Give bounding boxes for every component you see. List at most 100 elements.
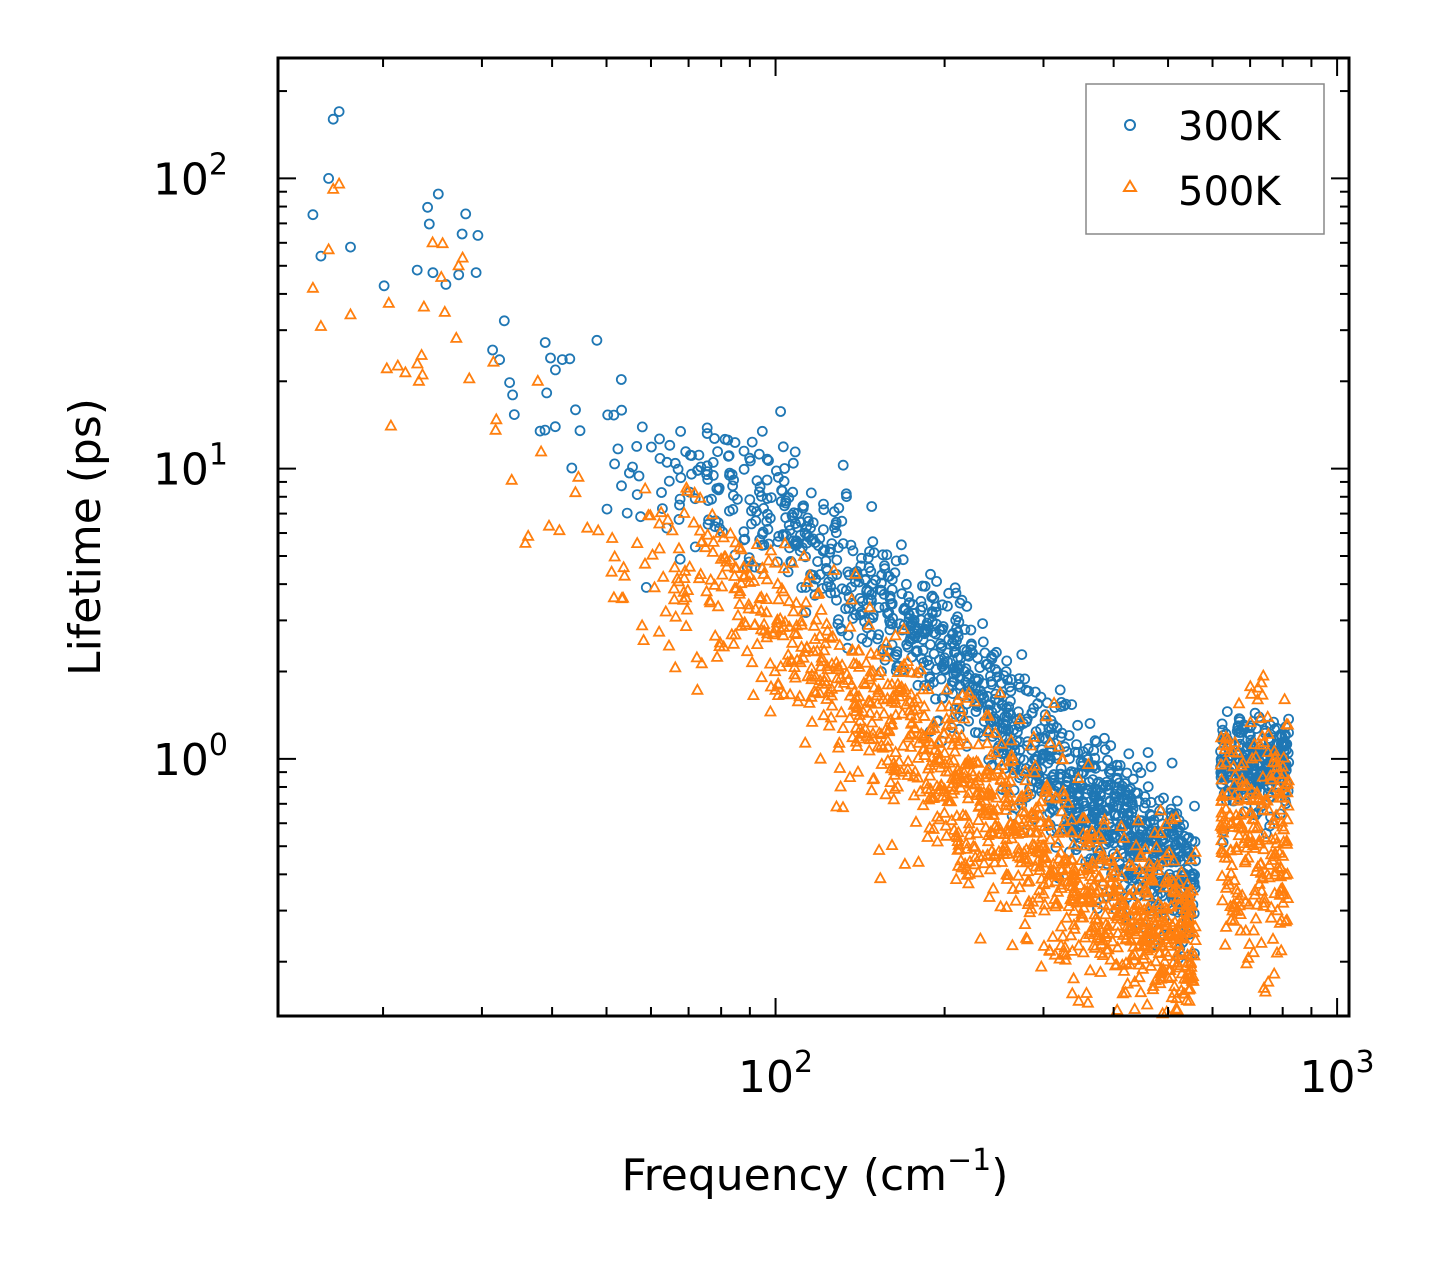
data-point (947, 676, 958, 687)
data-point (1110, 847, 1124, 859)
data-point (1014, 681, 1026, 693)
data-point (1218, 937, 1232, 950)
data-point (1051, 779, 1063, 791)
data-point (866, 589, 877, 601)
data-point (1091, 870, 1105, 883)
data-point (845, 642, 859, 655)
data-point (897, 664, 911, 677)
data-point (896, 539, 907, 551)
data-point (616, 404, 627, 416)
data-point (1048, 874, 1063, 887)
data-point (880, 649, 894, 662)
data-point (984, 747, 998, 760)
data-point (945, 710, 959, 722)
data-point (693, 523, 707, 536)
data-point (1064, 852, 1079, 864)
data-point (1054, 684, 1066, 696)
data-point (1146, 810, 1157, 822)
data-point (1061, 776, 1073, 788)
data-point (1162, 938, 1176, 951)
data-point (756, 425, 768, 437)
data-point (1107, 867, 1121, 880)
data-point (947, 628, 959, 639)
data-point (952, 734, 966, 746)
data-point (1215, 805, 1229, 818)
data-point (654, 433, 665, 445)
data-point (1117, 831, 1131, 843)
data-point (800, 582, 812, 593)
data-point (864, 646, 878, 659)
data-point (322, 242, 336, 255)
data-point (781, 655, 795, 667)
data-point (1277, 750, 1291, 763)
data-point (1035, 723, 1046, 735)
data-point (867, 612, 879, 624)
data-point (954, 660, 966, 671)
data-point (867, 536, 879, 548)
data-point (964, 764, 979, 777)
data-point (892, 754, 906, 767)
data-point (713, 639, 727, 651)
data-point (1221, 786, 1235, 799)
data-point (462, 371, 476, 384)
data-point (1130, 917, 1144, 930)
data-point (672, 463, 684, 475)
data-point (1235, 772, 1249, 785)
data-point (949, 662, 960, 674)
data-point (1268, 846, 1282, 859)
data-point (1082, 891, 1096, 904)
data-point (1245, 793, 1259, 806)
data-point (701, 428, 713, 439)
data-point (1242, 937, 1257, 949)
data-point (842, 630, 854, 641)
data-point (1064, 825, 1078, 837)
data-point (866, 772, 880, 785)
data-point (727, 636, 741, 649)
data-point (1039, 709, 1051, 721)
data-point (980, 736, 994, 749)
data-point (965, 644, 977, 656)
data-point (991, 671, 1003, 683)
data-point (654, 505, 668, 518)
data-point (438, 305, 452, 317)
data-point (754, 622, 768, 635)
data-point (398, 365, 412, 378)
data-point (888, 781, 902, 794)
data-point (1174, 821, 1186, 833)
data-point (1081, 995, 1095, 1008)
data-point (1215, 893, 1230, 906)
data-point (993, 822, 1007, 834)
data-point (1004, 733, 1018, 746)
data-point (793, 689, 807, 702)
data-point (700, 584, 714, 597)
data-point (1127, 803, 1139, 815)
data-point (831, 594, 842, 606)
data-point (979, 764, 993, 776)
data-point (1076, 945, 1090, 958)
data-point (1065, 812, 1079, 825)
data-point (789, 539, 800, 550)
data-point (860, 574, 871, 586)
data-point (763, 656, 777, 669)
data-point (1040, 781, 1054, 794)
data-point (1109, 908, 1124, 921)
data-point (1054, 768, 1066, 780)
data-point (949, 582, 961, 594)
data-point (1004, 817, 1018, 829)
data-point (964, 681, 975, 693)
data-point (645, 547, 660, 560)
data-point (1131, 813, 1145, 826)
data-point (949, 646, 961, 657)
data-point (1169, 885, 1183, 898)
data-point (775, 406, 786, 417)
data-point (1165, 969, 1179, 982)
data-point (1108, 837, 1120, 849)
data-point (1161, 949, 1175, 961)
data-point (906, 619, 918, 630)
data-point (679, 619, 693, 631)
data-point (680, 602, 694, 615)
axis-ticks (278, 58, 1349, 1016)
data-point (994, 736, 1009, 749)
data-point (803, 568, 817, 581)
data-point (1083, 963, 1097, 976)
